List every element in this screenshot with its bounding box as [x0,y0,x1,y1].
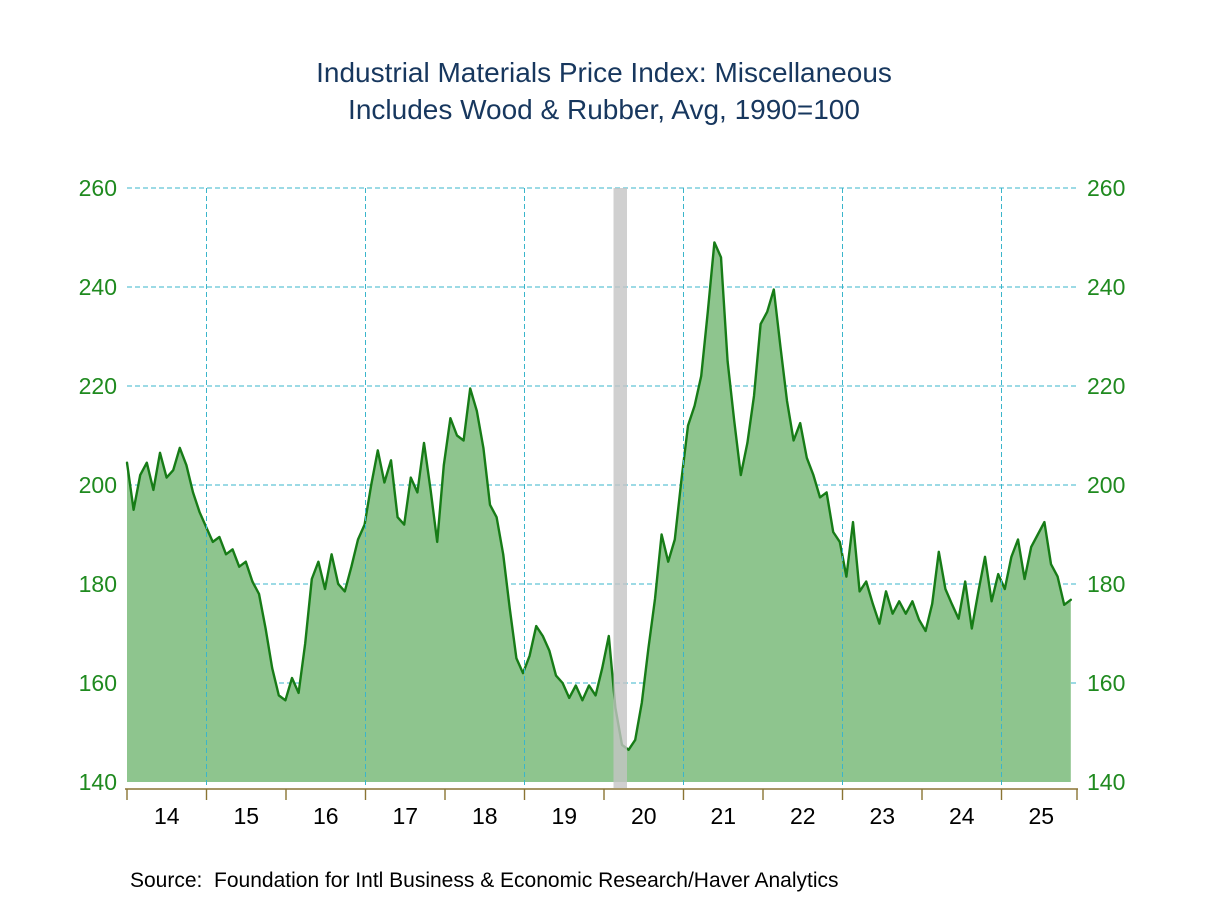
recession-band [613,188,627,788]
x-tick-label-24: 24 [948,803,975,829]
y-tick-label-right-200: 200 [1087,472,1126,498]
x-tick-label-16: 16 [312,803,339,829]
x-tick-label-23: 23 [869,803,896,829]
y-tick-label-left-220: 220 [78,373,117,399]
y-tick-label-right-220: 220 [1087,373,1126,399]
x-tick-label-21: 21 [710,803,737,829]
y-tick-label-right-260: 260 [1087,175,1126,201]
y-tick-label-right-140: 140 [1087,769,1126,795]
y-tick-label-right-240: 240 [1087,274,1126,300]
chart-title-line1: Industrial Materials Price Index: Miscel… [316,57,892,88]
x-tick-label-20: 20 [630,803,657,829]
y-tick-label-right-180: 180 [1087,571,1126,597]
x-tick-label-15: 15 [233,803,260,829]
x-tick-label-14: 14 [153,803,180,829]
y-tick-label-left-260: 260 [78,175,117,201]
y-tick-label-right-160: 160 [1087,670,1126,696]
x-tick-label-19: 19 [551,803,578,829]
y-tick-label-left-240: 240 [78,274,117,300]
y-tick-label-left-200: 200 [78,472,117,498]
series-line [125,241,1072,751]
x-tick-label-25: 25 [1028,803,1055,829]
chart-title: Industrial Materials Price Index: Miscel… [0,54,1208,128]
y-tick-label-left-160: 160 [78,670,117,696]
x-tick-label-17: 17 [392,803,419,829]
x-tick-label-22: 22 [789,803,816,829]
chart-title-line2: Includes Wood & Rubber, Avg, 1990=100 [348,94,860,125]
y-tick-label-left-140: 140 [78,769,117,795]
area-series [127,242,1071,782]
source-note: Source: Foundation for Intl Business & E… [130,869,839,892]
x-tick-label-18: 18 [471,803,498,829]
y-tick-label-left-180: 180 [78,571,117,597]
